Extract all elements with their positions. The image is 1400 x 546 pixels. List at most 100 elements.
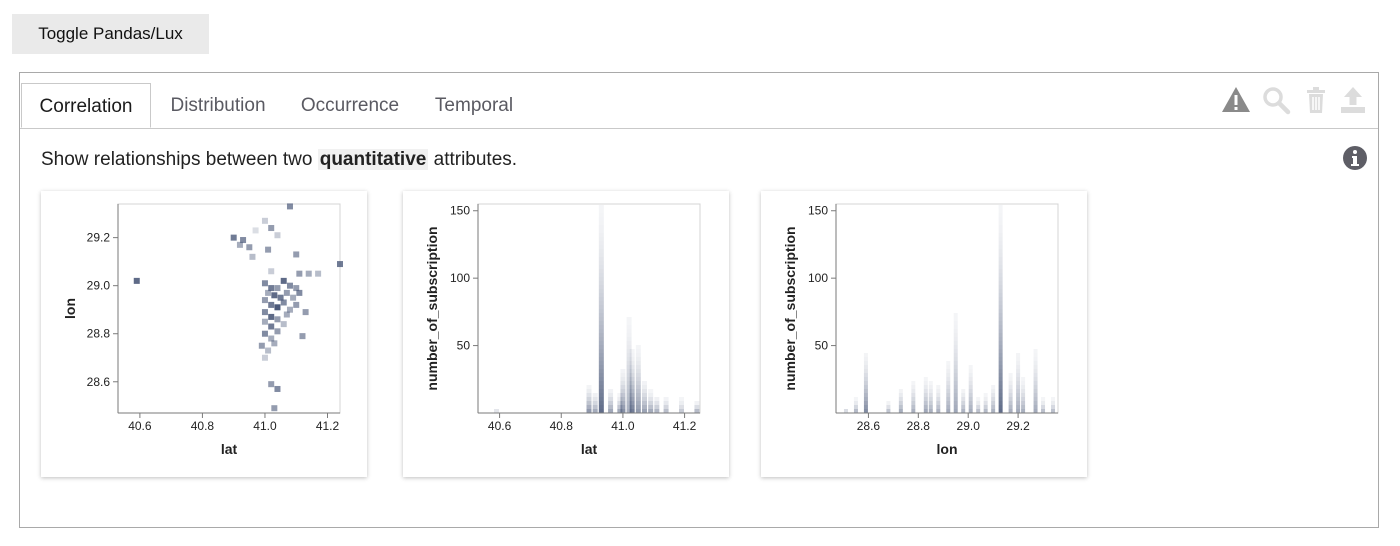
heatmap-cell xyxy=(946,405,951,409)
heatmap-cell xyxy=(663,401,669,405)
heatmap-cell xyxy=(268,313,275,320)
heatmap-cell xyxy=(635,389,641,393)
heatmap-cell xyxy=(1033,401,1038,405)
heatmap-cell xyxy=(598,401,604,405)
info-icon[interactable] xyxy=(1342,145,1368,171)
x-tick-label: 29.2 xyxy=(1006,419,1030,433)
heatmap-cell xyxy=(598,265,604,269)
toggle-pandas-lux-button[interactable]: Toggle Pandas/Lux xyxy=(12,14,209,54)
heatmap-cell xyxy=(1033,357,1038,361)
heatmap-cell xyxy=(923,381,928,385)
chart-card-lat-lon[interactable]: 40.6 40.8 41.0 41.2 28.6 28.8 29.0 29.2 lat lon xyxy=(41,191,367,477)
heatmap-cell xyxy=(494,409,499,413)
export-icon[interactable] xyxy=(1338,85,1368,115)
chart-card-lat-subscription[interactable]: 40.6 40.8 41.0 41.2 50 100 150 lat number_of_sub… xyxy=(403,191,729,477)
heatmap-cell xyxy=(946,393,951,397)
heatmap-cell xyxy=(1051,401,1056,405)
heatmap-cell xyxy=(1016,381,1021,385)
heatmap-cell xyxy=(598,245,604,249)
chart-lat-number-of-subscription: 40.6 40.8 41.0 41.2 50 100 150 lat number_of_sub… xyxy=(424,203,701,457)
heatmap-cell xyxy=(998,353,1003,357)
heatmap-cell xyxy=(998,229,1003,233)
heatmap-cell xyxy=(598,329,604,333)
heatmap-cell xyxy=(998,233,1003,237)
heatmap-cell xyxy=(928,381,933,385)
heatmap-cell xyxy=(274,385,281,392)
heatmap-cell xyxy=(998,365,1003,369)
heatmap-cell xyxy=(953,397,958,401)
heatmap-cell xyxy=(598,337,604,341)
heatmap-cell xyxy=(286,282,293,289)
heatmap-cell xyxy=(598,297,604,301)
heatmap-cell xyxy=(998,217,1003,221)
heatmap-cell xyxy=(968,401,973,405)
heatmap-column xyxy=(863,353,868,413)
heatmap-cell xyxy=(598,409,604,413)
heatmap-cell xyxy=(635,393,641,397)
heatmap-cell xyxy=(261,217,268,224)
heatmap-cell xyxy=(274,316,281,323)
heatmap-cell xyxy=(296,289,303,296)
heatmap-cell xyxy=(961,401,966,405)
description-emphasis: quantitative xyxy=(317,149,429,170)
tab-occurrence[interactable]: Occurrence xyxy=(300,95,400,116)
chart-card-lon-subscription[interactable]: 28.6 28.8 29.0 29.2 50 100 150 lon number_of_sub… xyxy=(761,191,1087,477)
tab-temporal[interactable]: Temporal xyxy=(434,95,514,116)
heatmap-cell xyxy=(911,409,916,413)
heatmap-cell xyxy=(280,277,287,284)
heatmap-cell xyxy=(261,354,268,361)
heatmap-cell xyxy=(679,397,684,401)
heatmap-cell xyxy=(1033,353,1038,357)
heatmap-cell xyxy=(998,345,1003,349)
heatmap-cell xyxy=(629,369,635,373)
heatmap-cell xyxy=(626,373,632,377)
heatmap-cell xyxy=(991,405,996,409)
trash-icon[interactable] xyxy=(1301,85,1331,115)
heatmap-cell xyxy=(617,401,623,405)
heatmap-cell xyxy=(923,385,928,389)
heatmap-cell xyxy=(946,409,951,413)
search-icon[interactable] xyxy=(1261,85,1291,115)
heatmap-cell xyxy=(928,393,933,397)
heatmap-cell xyxy=(626,405,632,409)
heatmap-cell xyxy=(968,369,973,373)
heatmap-column xyxy=(843,409,848,413)
heatmap-cell xyxy=(968,397,973,401)
heatmap-cell xyxy=(1051,405,1056,409)
heatmap-cell xyxy=(998,301,1003,305)
heatmap-column xyxy=(998,205,1003,413)
heatmap-cell xyxy=(265,289,272,296)
x-axis-title: lat xyxy=(581,441,598,457)
heatmap-cell xyxy=(923,401,928,405)
heatmap-cell xyxy=(654,401,660,405)
heatmap-cell xyxy=(1021,409,1026,413)
heatmap-cell xyxy=(1016,401,1021,405)
heatmap-cell xyxy=(629,373,635,377)
heatmap-cell xyxy=(998,329,1003,333)
heatmap-cell xyxy=(998,277,1003,281)
heatmap-cell xyxy=(1021,385,1026,389)
heatmap-cell xyxy=(598,221,604,225)
heatmap-cell xyxy=(626,401,632,405)
heatmap-cell xyxy=(268,268,275,275)
heatmap-cell xyxy=(998,361,1003,365)
heatmap-column xyxy=(928,381,933,413)
heatmap-cell xyxy=(991,385,996,389)
heatmap-cell xyxy=(635,349,641,353)
tab-correlation[interactable]: Correlation xyxy=(21,83,151,128)
heatmap-column xyxy=(654,397,660,413)
heatmap-cell xyxy=(1008,381,1013,385)
heatmap-cell xyxy=(1016,393,1021,397)
heatmap-cell xyxy=(629,389,635,393)
heatmap-cell xyxy=(1033,397,1038,401)
heatmap-cell xyxy=(261,330,268,337)
x-tick-label: 41.0 xyxy=(253,419,277,433)
heatmap-cell xyxy=(998,401,1003,405)
heatmap-cell xyxy=(998,237,1003,241)
warning-icon[interactable] xyxy=(1221,85,1251,115)
heatmap-cell xyxy=(1041,405,1046,409)
tab-distribution[interactable]: Distribution xyxy=(170,95,266,116)
heatmap-cell xyxy=(953,321,958,325)
heatmap-cell xyxy=(983,393,988,397)
heatmap-cell xyxy=(592,397,598,401)
